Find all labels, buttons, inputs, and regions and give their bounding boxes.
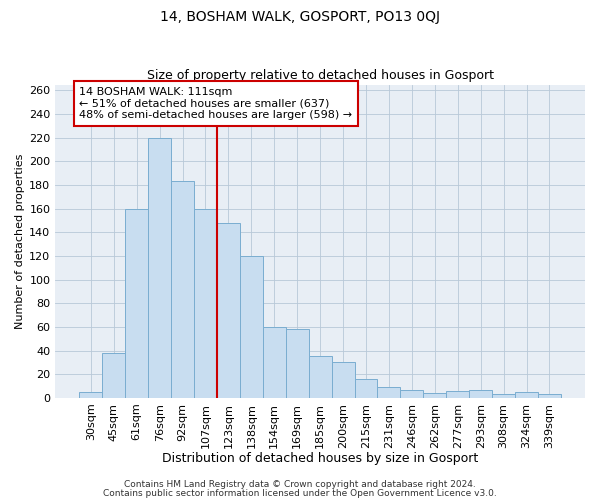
Bar — [515, 392, 538, 398]
X-axis label: Distribution of detached houses by size in Gosport: Distribution of detached houses by size … — [162, 452, 478, 465]
Bar — [79, 392, 102, 398]
Bar — [469, 390, 492, 398]
Bar — [377, 387, 400, 398]
Bar — [400, 390, 424, 398]
Bar — [240, 256, 263, 398]
Text: Contains HM Land Registry data © Crown copyright and database right 2024.: Contains HM Land Registry data © Crown c… — [124, 480, 476, 489]
Bar — [102, 353, 125, 398]
Text: Contains public sector information licensed under the Open Government Licence v3: Contains public sector information licen… — [103, 488, 497, 498]
Bar — [538, 394, 561, 398]
Bar — [355, 379, 377, 398]
Text: 14 BOSHAM WALK: 111sqm
← 51% of detached houses are smaller (637)
48% of semi-de: 14 BOSHAM WALK: 111sqm ← 51% of detached… — [79, 87, 352, 120]
Bar — [217, 223, 240, 398]
Bar — [424, 393, 446, 398]
Bar — [125, 208, 148, 398]
Y-axis label: Number of detached properties: Number of detached properties — [15, 154, 25, 329]
Bar — [148, 138, 171, 398]
Bar — [171, 182, 194, 398]
Text: 14, BOSHAM WALK, GOSPORT, PO13 0QJ: 14, BOSHAM WALK, GOSPORT, PO13 0QJ — [160, 10, 440, 24]
Title: Size of property relative to detached houses in Gosport: Size of property relative to detached ho… — [146, 69, 494, 82]
Bar — [492, 394, 515, 398]
Bar — [194, 208, 217, 398]
Bar — [446, 391, 469, 398]
Bar — [332, 362, 355, 398]
Bar — [308, 356, 332, 398]
Bar — [263, 327, 286, 398]
Bar — [286, 330, 308, 398]
